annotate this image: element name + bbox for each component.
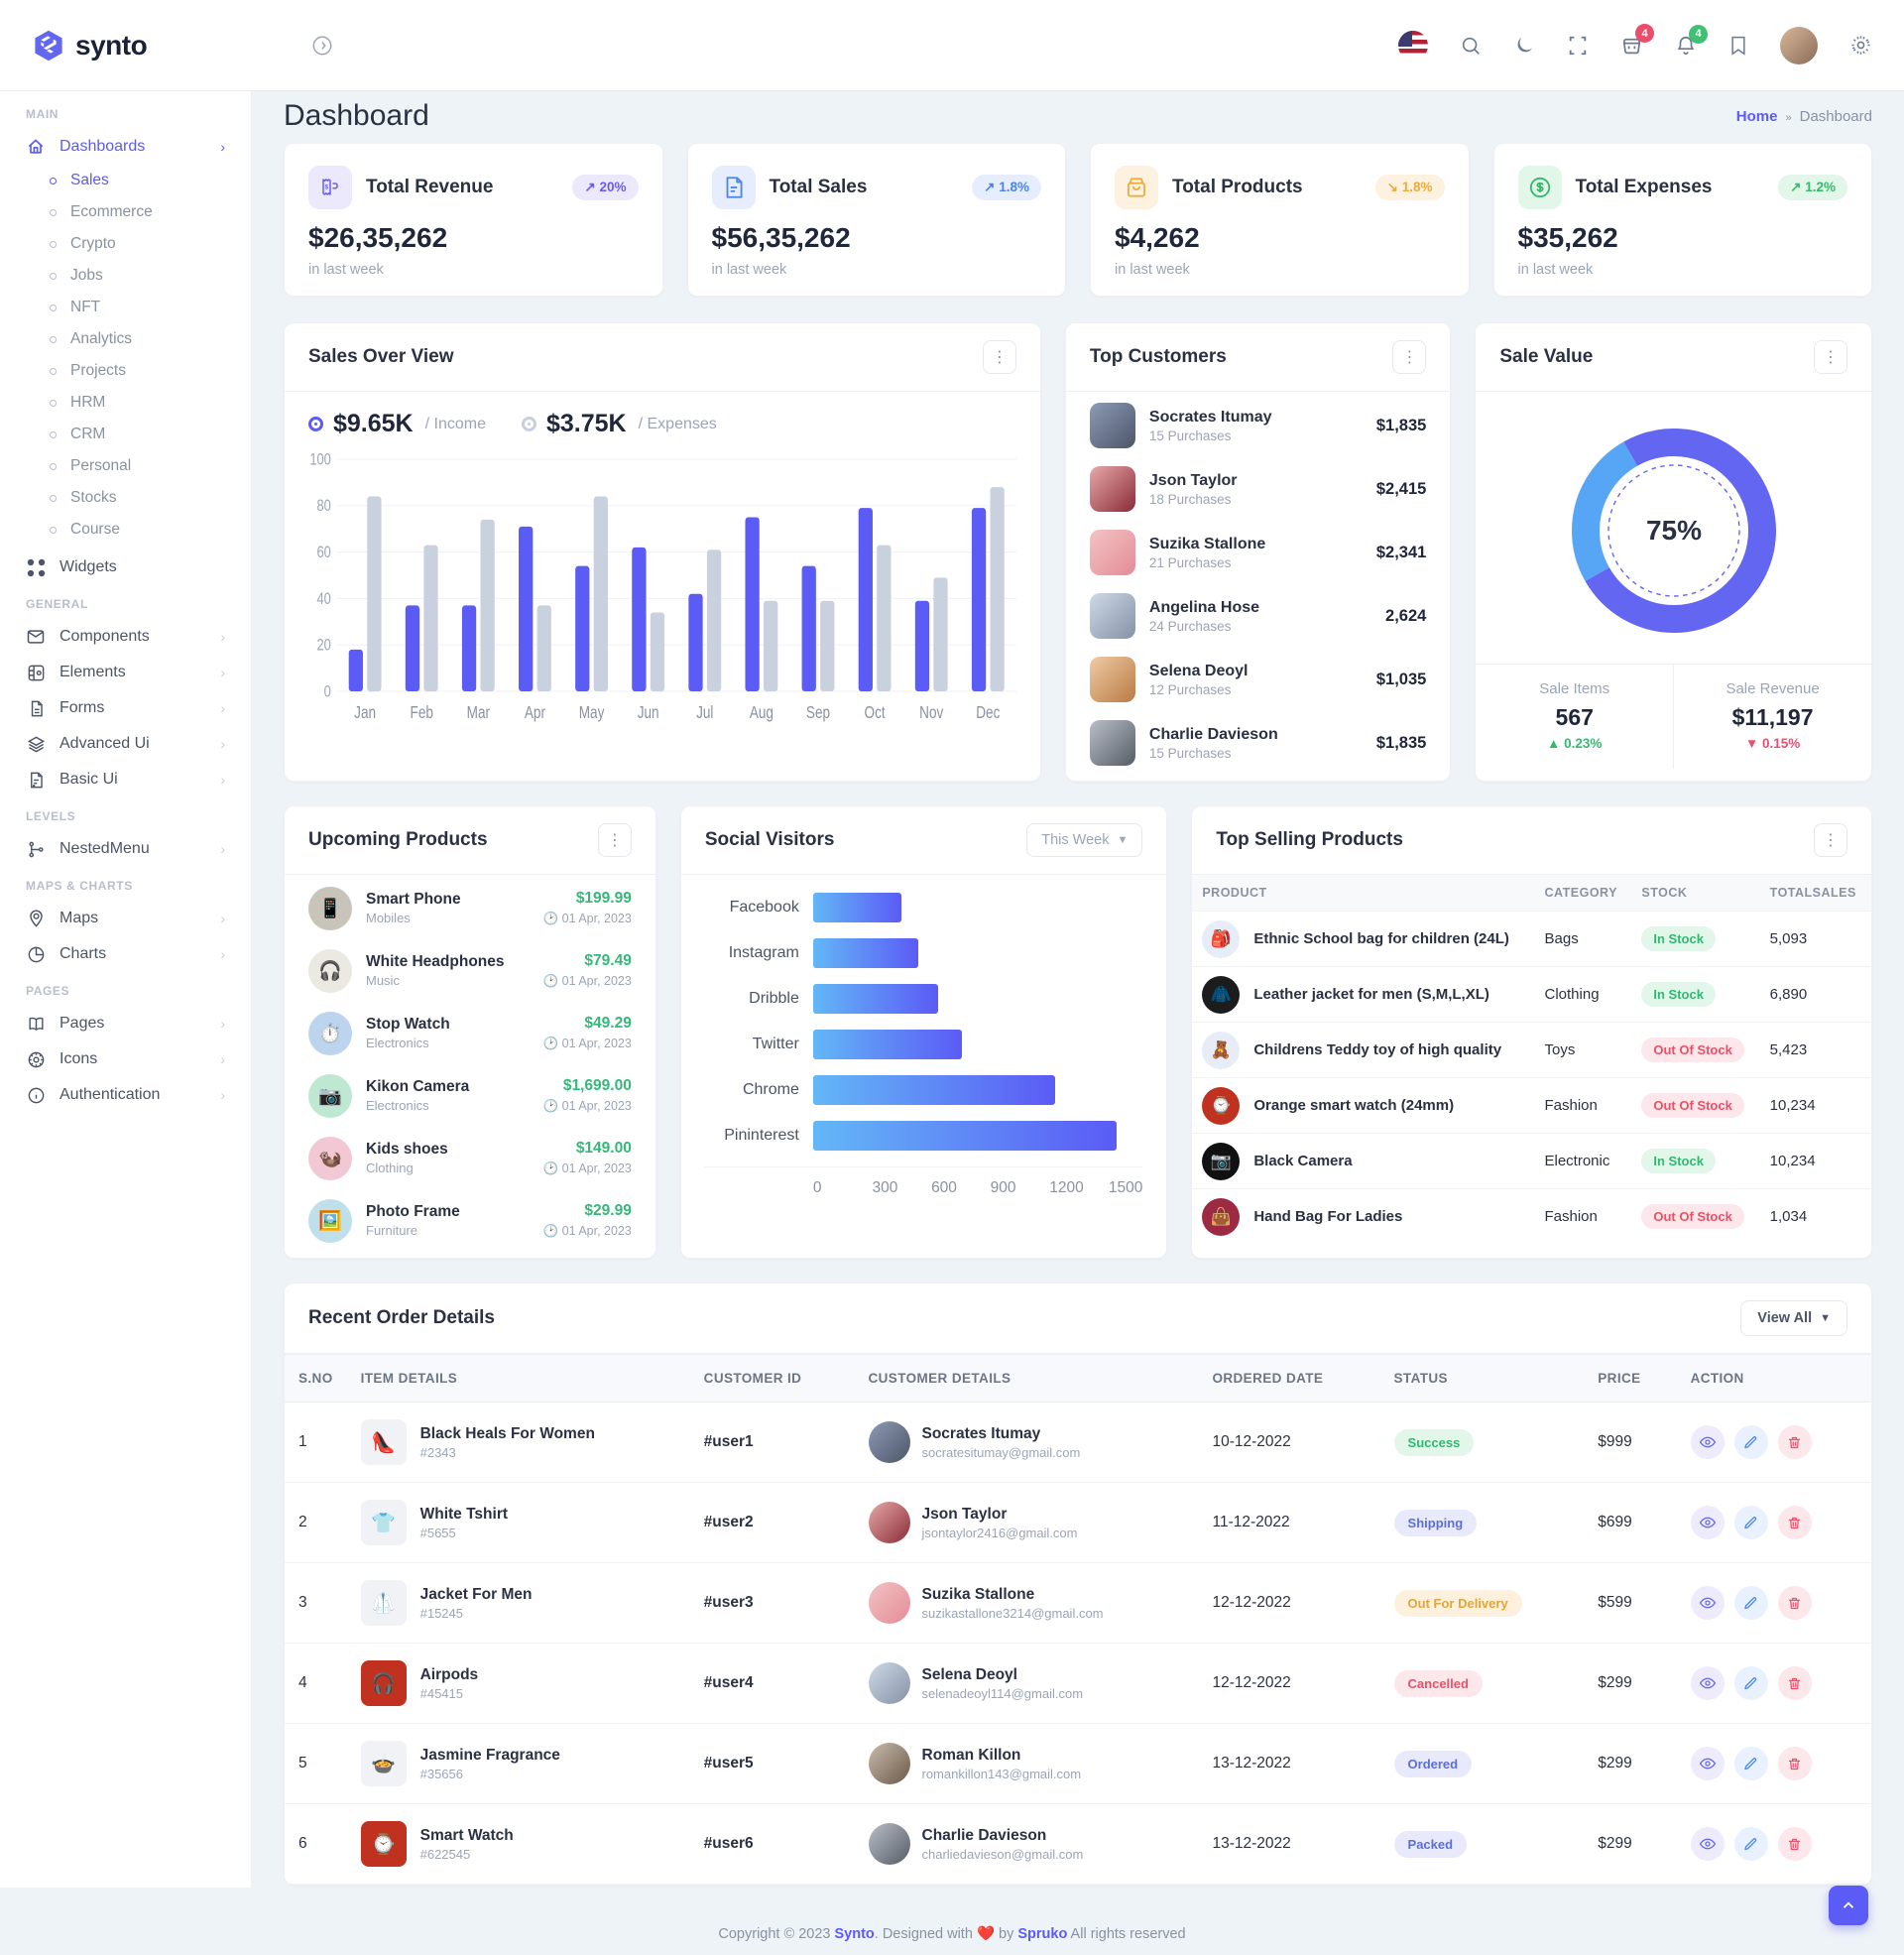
svg-text:80: 80 — [317, 498, 331, 516]
svg-text:$: $ — [325, 183, 329, 190]
svg-text:60: 60 — [317, 545, 331, 562]
svg-text:Nov: Nov — [919, 704, 943, 723]
svg-text:40: 40 — [317, 591, 331, 609]
svg-text:Jun: Jun — [638, 704, 659, 723]
svg-text:Oct: Oct — [865, 704, 887, 723]
svg-text:Feb: Feb — [411, 704, 433, 723]
svg-text:Jul: Jul — [696, 704, 713, 723]
svg-text:Apr: Apr — [525, 704, 545, 723]
svg-text:Jan: Jan — [354, 704, 376, 723]
svg-text:Dec: Dec — [976, 704, 1000, 723]
svg-text:75%: 75% — [1646, 515, 1702, 546]
svg-text:0: 0 — [324, 683, 331, 701]
svg-text:Aug: Aug — [750, 704, 774, 723]
svg-text:20: 20 — [317, 637, 331, 655]
svg-text:100: 100 — [309, 451, 330, 469]
svg-text:May: May — [579, 704, 605, 723]
svg-text:Mar: Mar — [467, 704, 490, 723]
svg-text:Sep: Sep — [806, 704, 830, 723]
